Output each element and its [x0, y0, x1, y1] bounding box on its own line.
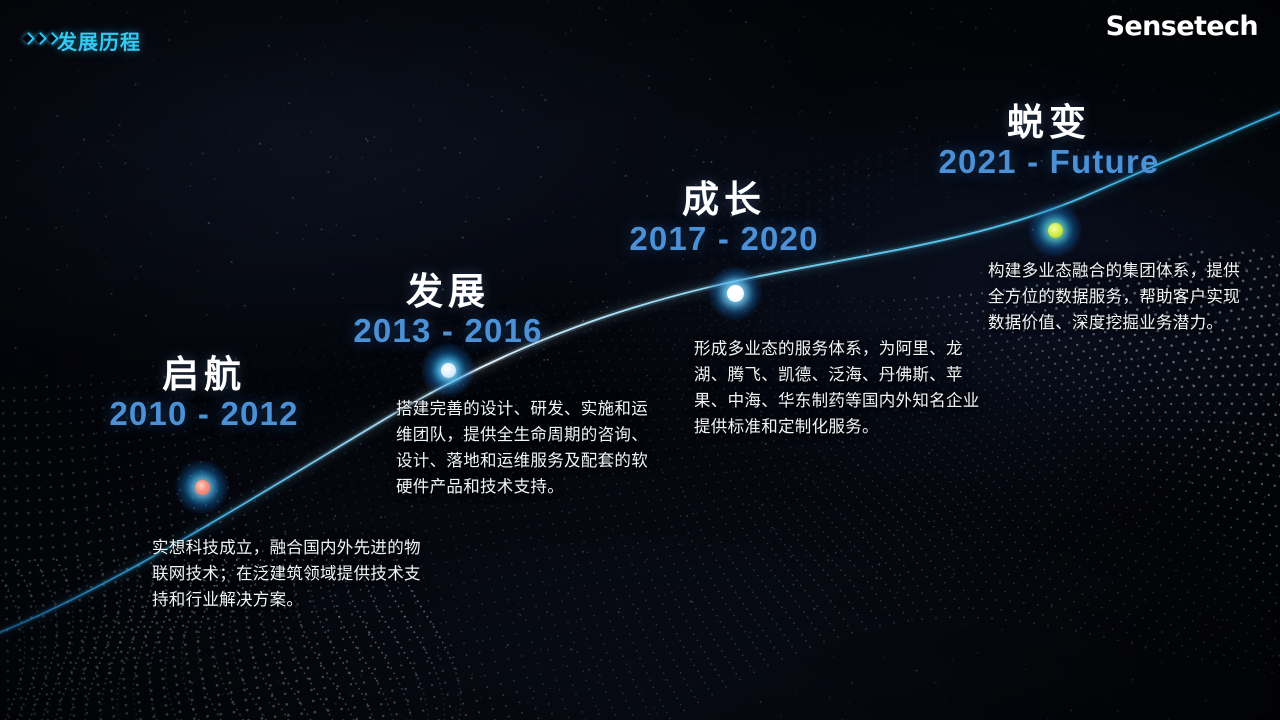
milestone-4-title: 蜕变 — [1007, 102, 1091, 143]
milestone-4-description: 构建多业态融合的集团体系，提供全方位的数据服务，帮助客户实现数据价值、深度挖掘业… — [988, 262, 1240, 333]
page-title: 发展历程 — [57, 32, 141, 54]
milestone-1-years: 2010 - 2012 — [109, 394, 299, 432]
milestone-1: 启航 2010 - 2012 — [104, 355, 304, 434]
milestone-3: 成长 2017 - 2020 — [615, 180, 833, 259]
milestone-2-description: 搭建完善的设计、研发、实施和运维团队，提供全生命周期的咨询、设计、落地和运维服务… — [396, 400, 648, 497]
milestone-4: 蜕变 2021 - Future — [935, 103, 1163, 182]
milestone-1-description: 实想科技成立，融合国内外先进的物联网技术；在泛建筑领域提供技术支持和行业解决方案… — [152, 539, 421, 610]
milestone-3-title: 成长 — [682, 179, 766, 220]
milestone-2-years: 2013 - 2016 — [353, 311, 543, 349]
chevron-right-icon — [48, 33, 57, 47]
milestone-2-title: 发展 — [406, 271, 490, 312]
milestone-2: 发展 2013 - 2016 — [348, 272, 548, 351]
chevron-right-icon — [24, 33, 33, 47]
chevron-right-icon — [36, 33, 45, 47]
milestone-1-title: 启航 — [162, 354, 246, 395]
slide-header: 发展历程 Sensetech — [0, 0, 1280, 66]
milestone-4-description-box: 构建多业态融合的集团体系，提供全方位的数据服务，帮助客户实现数据价值、深度挖掘业… — [988, 258, 1256, 336]
milestone-1-description-box: 实想科技成立，融合国内外先进的物联网技术；在泛建筑领域提供技术支持和行业解决方案… — [152, 535, 432, 613]
brand-logo: Sensetech — [1105, 11, 1259, 42]
milestone-4-years: 2021 - Future — [938, 142, 1160, 180]
triple-chevron-right-icon — [24, 33, 57, 47]
milestone-3-description: 形成多业态的服务体系，为阿里、龙湖、腾飞、凯德、泛海、丹佛斯、苹果、中海、华东制… — [694, 340, 980, 437]
milestone-3-years: 2017 - 2020 — [629, 219, 819, 257]
milestone-3-description-box: 形成多业态的服务体系，为阿里、龙湖、腾飞、凯德、泛海、丹佛斯、苹果、中海、华东制… — [694, 336, 984, 440]
milestone-2-description-box: 搭建完善的设计、研发、实施和运维团队，提供全生命周期的咨询、设计、落地和运维服务… — [396, 396, 658, 500]
